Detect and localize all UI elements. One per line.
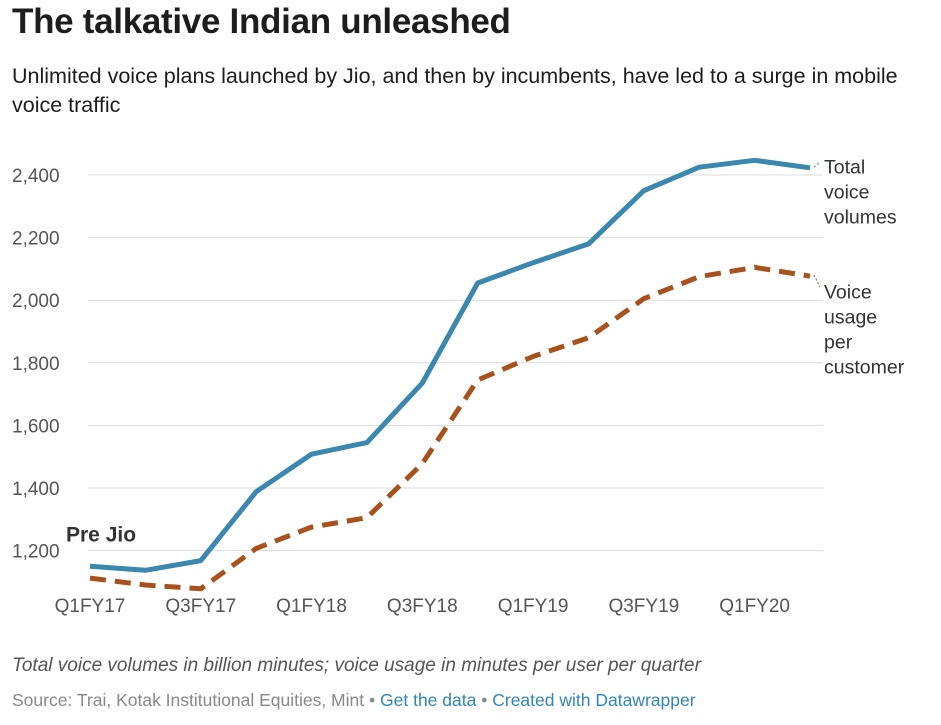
chart-source: Source: Trai, Kotak Institutional Equiti… — [12, 690, 696, 711]
series-label: per — [824, 332, 853, 354]
series-label: customer — [824, 357, 905, 379]
x-tick-label: Q3FY19 — [608, 596, 679, 617]
label-connector — [813, 274, 821, 288]
line-chart: 1,200 1,400 1,600 1,800 2,000 2,200 2,400 Q1FY… — [12, 157, 905, 617]
annotation-pre-jio: Pre Jio — [66, 523, 136, 546]
series-label: usage — [824, 307, 877, 329]
x-tick-label: Q3FY18 — [387, 596, 458, 617]
y-tick-label: 1,400 — [12, 479, 60, 500]
label-connector — [813, 161, 821, 168]
y-tick-label: 1,800 — [12, 354, 60, 375]
x-tick-label: Q1FY18 — [276, 596, 347, 617]
series-label: volumes — [824, 207, 897, 229]
series-line — [89, 264, 811, 592]
series-line — [89, 157, 811, 573]
chart-notes: Total voice volumes in billion minutes; … — [12, 655, 701, 676]
y-axis-ticks: 1,200 1,400 1,600 1,800 2,000 2,200 2,400 — [12, 166, 60, 563]
source-text: Source: Trai, Kotak Institutional Equiti… — [12, 690, 365, 710]
y-tick-label: 1,200 — [12, 542, 60, 563]
source-separator: • — [481, 690, 488, 710]
x-tick-label: Q1FY20 — [719, 596, 790, 617]
series-lines — [89, 157, 811, 592]
y-tick-label: 1,600 — [12, 416, 60, 437]
x-tick-label: Q1FY19 — [498, 596, 569, 617]
chart-title: The talkative Indian unleashed — [12, 2, 511, 41]
x-tick-label: Q3FY17 — [165, 596, 236, 617]
grid-lines — [88, 174, 823, 552]
y-tick-label: 2,400 — [12, 166, 60, 187]
x-axis-ticks: Q1FY17 Q3FY17 Q1FY18 Q3FY18 Q1FY19 Q3FY19 Q1FY… — [55, 596, 790, 617]
datawrapper-link[interactable]: Created with Datawrapper — [492, 690, 696, 710]
series-label: Voice — [824, 282, 872, 304]
y-tick-label: 2,000 — [12, 291, 60, 312]
series-label: Total — [824, 157, 865, 179]
y-tick-label: 2,200 — [12, 229, 60, 250]
series-label: voice — [824, 182, 870, 204]
x-tick-label: Q1FY17 — [55, 596, 126, 617]
get-data-link[interactable]: Get the data — [380, 690, 477, 710]
source-separator: • — [369, 690, 376, 710]
series-labels: Total voice volumes Voice usage per customer — [813, 157, 905, 379]
annotations: Pre Jio — [66, 523, 136, 546]
chart-subtitle: Unlimited voice plans launched by Jio, a… — [12, 64, 898, 117]
